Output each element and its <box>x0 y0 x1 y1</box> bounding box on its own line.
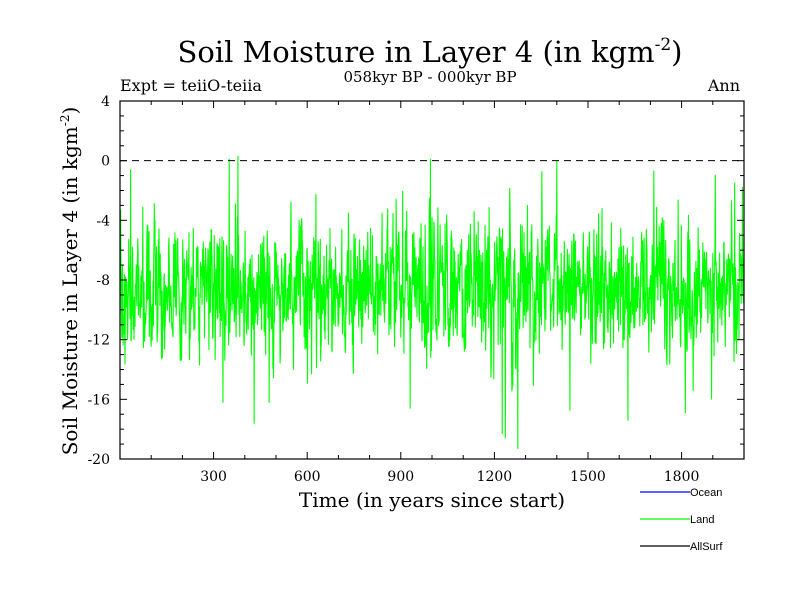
x-tick-label: 300 <box>200 469 227 485</box>
y-tick-label: -8 <box>96 273 110 289</box>
y-tick-label: -12 <box>87 333 110 349</box>
chart-title: Soil Moisture in Layer 4 (in kgm-2) <box>177 35 682 69</box>
chart-title-main: Soil Moisture in Layer 4 (in kgm <box>177 35 654 69</box>
series-line-land <box>119 155 745 450</box>
legend-label-land: Land <box>690 514 714 526</box>
x-tick-label: 900 <box>387 469 414 485</box>
y-axis-label-close: ) <box>58 107 82 115</box>
plot-series <box>119 155 745 450</box>
chart-title-sup: -2 <box>655 35 672 55</box>
y-axis: 4 0 -4 -8 -12 -16 -20 <box>87 94 744 468</box>
experiment-label: Expt = teiiO-teiia <box>120 76 262 95</box>
season-label: Ann <box>707 76 740 95</box>
period-subtitle: 058kyr BP - 000kyr BP <box>343 68 516 86</box>
chart-title-close: ) <box>671 35 682 69</box>
y-tick-label: -16 <box>87 392 110 408</box>
y-axis-label: Soil Moisture in Layer 4 (in kgm-2) <box>58 107 82 456</box>
y-tick-label: 4 <box>101 94 110 110</box>
x-axis-label: Time (in years since start) <box>299 488 565 512</box>
legend-label-ocean: Ocean <box>690 487 722 499</box>
y-tick-label: -4 <box>96 213 110 229</box>
x-tick-label: 1500 <box>570 469 606 485</box>
x-axis: 300 600 900 1200 1500 1800 <box>150 101 714 485</box>
x-tick-label: 1800 <box>664 469 700 485</box>
x-tick-label: 600 <box>294 469 321 485</box>
legend: Ocean Land AllSurf <box>640 487 723 553</box>
y-axis-label-main: Soil Moisture in Layer 4 (in kgm <box>58 126 82 455</box>
y-tick-label: 0 <box>101 154 110 170</box>
legend-label-allsurf: AllSurf <box>690 541 723 553</box>
y-tick-label: -20 <box>87 452 110 468</box>
x-tick-label: 1200 <box>477 469 513 485</box>
y-axis-label-sup: -2 <box>58 115 72 127</box>
